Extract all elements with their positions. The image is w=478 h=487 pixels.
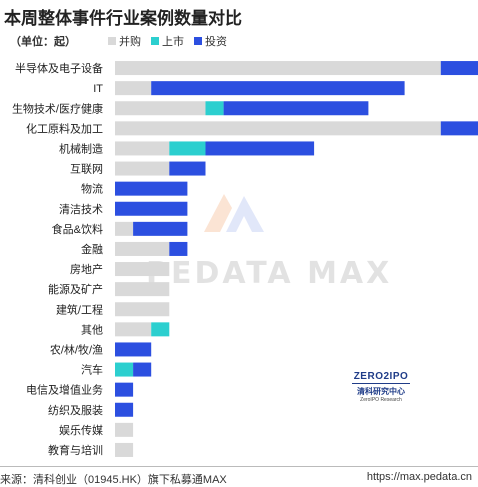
bar-segment-ma xyxy=(115,422,134,437)
category-label: 生物技术/医疗健康 xyxy=(12,101,103,115)
bar-segment-investment xyxy=(440,121,478,136)
category-label: 纺织及服装 xyxy=(48,403,103,417)
legend-swatch-ma xyxy=(108,37,116,45)
bar-segment-investment xyxy=(115,201,188,216)
bar-segment-ma xyxy=(115,101,206,116)
footer-divider xyxy=(0,466,478,467)
bar-segment-investment xyxy=(440,61,478,76)
bar-segment-investment xyxy=(133,221,188,236)
brand-logo-cn: 清科研究中心 xyxy=(357,387,405,396)
bar-segment-investment xyxy=(115,402,134,417)
category-label: 清洁技术 xyxy=(59,203,103,216)
bar-segment-ma xyxy=(115,322,152,337)
bar-segment-ipo xyxy=(151,322,170,337)
bar-segment-ma xyxy=(115,221,134,236)
brand-logo-main: ZERO2IPO xyxy=(352,371,410,384)
category-label: 化工原料及加工 xyxy=(26,121,103,135)
bar-segment-ma xyxy=(115,442,134,457)
chart-title: 本周整体事件行业案例数量对比 xyxy=(4,9,242,28)
bar-segment-investment xyxy=(169,241,188,256)
watermark-logo-icon xyxy=(204,194,264,232)
bar-segment-ma xyxy=(115,241,170,256)
category-label: 教育与培训 xyxy=(48,443,103,457)
unit-label: （单位：起） xyxy=(10,36,76,48)
legend-item-ipo: 上市 xyxy=(151,33,184,49)
bar-segment-investment xyxy=(115,342,152,357)
category-label: 娱乐传媒 xyxy=(59,423,103,437)
category-label: 能源及矿产 xyxy=(48,282,103,296)
bar-segment-ma xyxy=(115,121,441,136)
legend: 并购 上市 投资 xyxy=(108,33,227,49)
category-label: 半导体及电子设备 xyxy=(15,61,103,75)
category-label: 机械制造 xyxy=(59,141,103,155)
legend-swatch-ipo xyxy=(151,37,159,45)
watermark-text: PEDATA MAX xyxy=(146,256,393,291)
bar-segment-ma xyxy=(115,302,170,317)
legend-item-ma: 并购 xyxy=(108,33,141,49)
bar-segment-ma xyxy=(115,282,170,297)
bar-segment-ma xyxy=(115,141,170,156)
bar-segment-ipo xyxy=(205,101,224,116)
bar-segment-ipo xyxy=(169,141,206,156)
bar-segment-ma xyxy=(115,61,441,76)
bar-segment-investment xyxy=(169,161,206,176)
bar-segment-investment xyxy=(115,181,188,196)
source-url: https://max.pedata.cn xyxy=(366,471,472,483)
legend-label-investment: 投资 xyxy=(205,36,227,48)
bar-chart: 半导体及电子设备 IT 生物技术/医疗健康化工原料及加工机械制造互联网物流清洁技术食… xyxy=(12,61,478,457)
category-label: 物流 xyxy=(81,182,103,196)
legend-item-investment: 投资 xyxy=(194,33,227,49)
bar-segment-ipo xyxy=(115,362,134,377)
category-label: IT xyxy=(93,83,103,95)
category-label: 电信及增值业务 xyxy=(26,383,103,397)
legend-label-ma: 并购 xyxy=(119,36,141,48)
legend-swatch-investment xyxy=(194,37,202,45)
bar-segment-ma xyxy=(115,81,152,96)
legend-label-ipo: 上市 xyxy=(162,36,184,48)
category-label: 农/林/牧/渔 xyxy=(50,342,103,356)
bar-segment-ma xyxy=(115,161,170,176)
brand-logo-en: ZeroIPO Research xyxy=(360,397,402,403)
bar-segment-investment xyxy=(223,101,369,116)
brand-logo: ZERO2IPO 清科研究中心 ZeroIPO Research xyxy=(352,371,410,403)
category-label: 汽车 xyxy=(81,363,103,377)
bar-segment-ma xyxy=(115,262,170,277)
category-label: 食品&饮料 xyxy=(52,222,103,236)
category-label: 金融 xyxy=(81,242,103,256)
category-label: 房地产 xyxy=(70,262,103,276)
category-label: 其他 xyxy=(81,323,103,336)
category-label: 建筑/工程 xyxy=(56,302,103,316)
bar-segment-investment xyxy=(133,362,152,377)
bar-segment-investment xyxy=(115,382,134,397)
source-text: 来源：清科创业（01945.HK）旗下私募通MAX xyxy=(0,474,227,486)
category-label: 互联网 xyxy=(70,163,103,176)
bar-segment-investment xyxy=(151,81,405,96)
bar-segment-investment xyxy=(205,141,315,156)
